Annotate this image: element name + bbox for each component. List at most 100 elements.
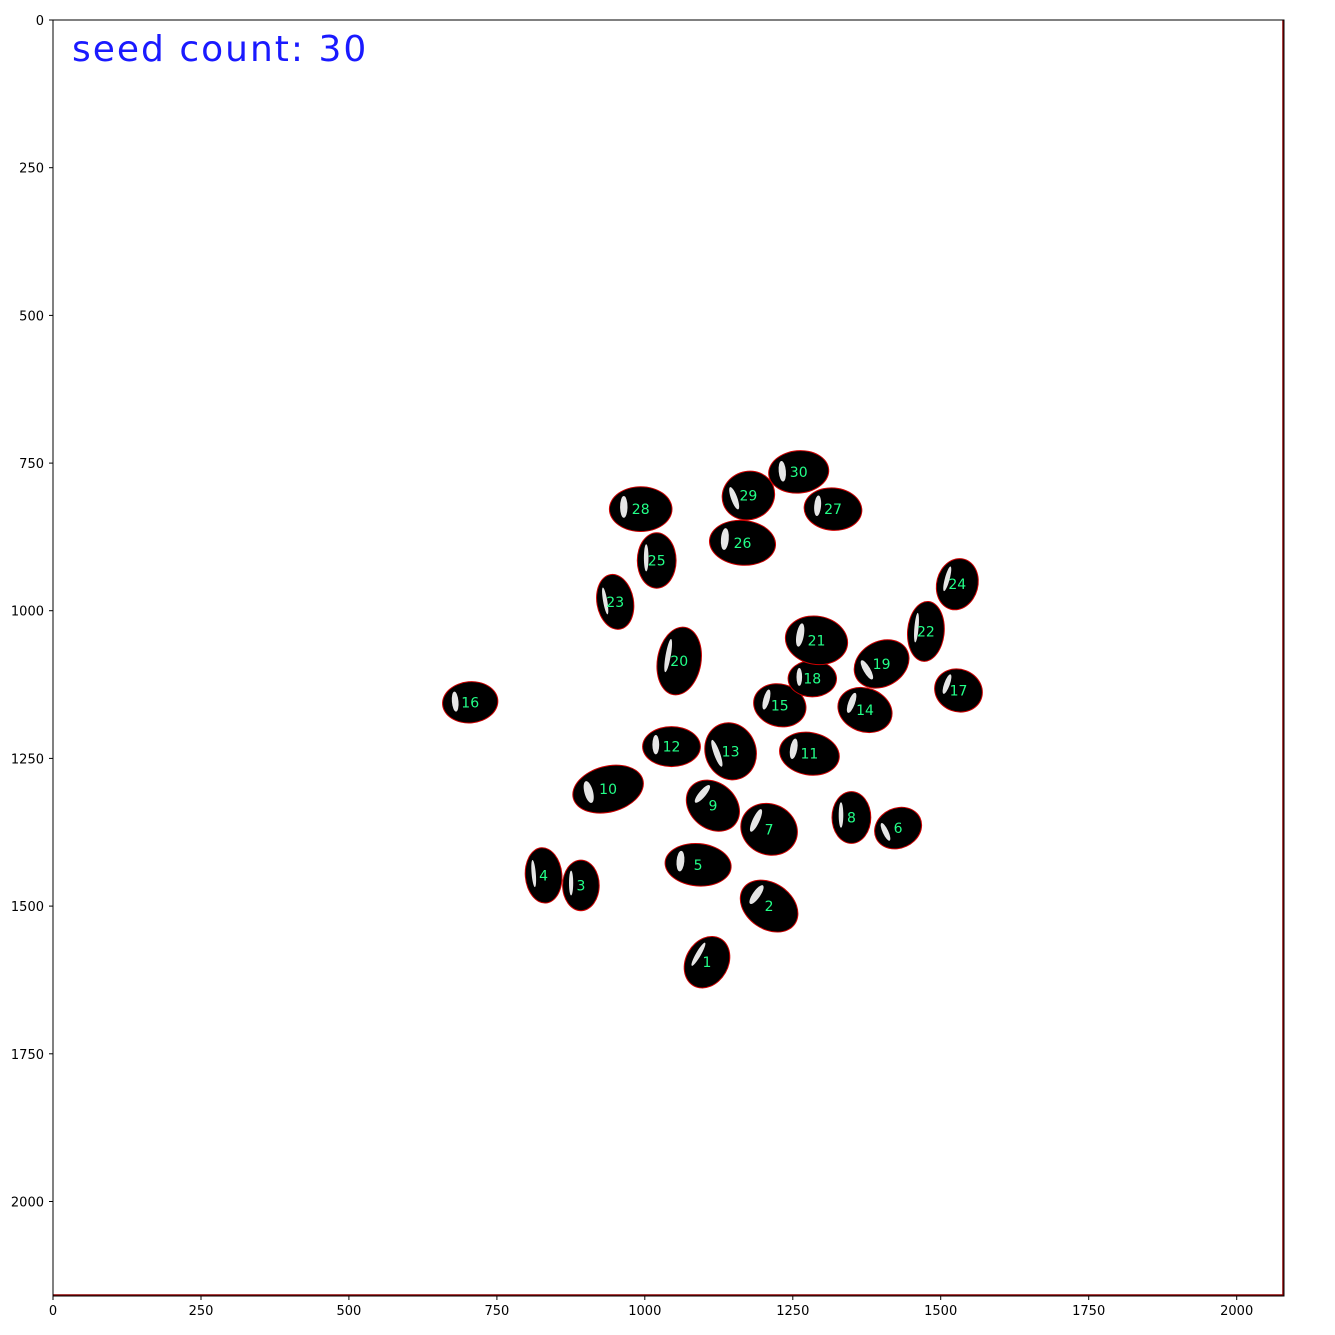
seed-highlight bbox=[602, 587, 609, 615]
y-tick-label: 0 bbox=[36, 14, 44, 29]
seed-label: 22 bbox=[917, 624, 935, 640]
seed-body bbox=[705, 723, 756, 780]
seed-label: 7 bbox=[765, 822, 774, 838]
seed-13 bbox=[704, 722, 757, 781]
seed-label: 30 bbox=[790, 465, 808, 481]
seed-label: 4 bbox=[539, 868, 548, 884]
seed-label: 12 bbox=[663, 740, 681, 756]
seed-label: 17 bbox=[950, 684, 968, 700]
seed-28 bbox=[608, 486, 673, 532]
seed-highlight bbox=[762, 689, 771, 710]
seed-label: 10 bbox=[599, 782, 617, 798]
seed-label: 6 bbox=[894, 821, 903, 837]
seed-label: 2 bbox=[765, 899, 774, 915]
seed-highlight bbox=[838, 802, 844, 828]
y-tick-label: 500 bbox=[19, 309, 44, 324]
seed-12 bbox=[642, 726, 701, 768]
seed-highlight bbox=[531, 860, 537, 888]
seed-9 bbox=[685, 779, 740, 832]
y-tick-label: 250 bbox=[19, 162, 44, 177]
seed-label: 26 bbox=[734, 536, 752, 552]
y-axis-ticks: 0 250 500 750 1000 1250 1500 1750 2000 bbox=[11, 14, 53, 1211]
axes-frame bbox=[52, 19, 1285, 1297]
seed-17 bbox=[934, 668, 983, 713]
seed-highlight bbox=[620, 496, 628, 518]
seed-label: 15 bbox=[771, 698, 789, 714]
seed-18 bbox=[787, 660, 837, 698]
seed-19 bbox=[853, 639, 910, 689]
seed-15 bbox=[753, 683, 807, 728]
seed-body bbox=[769, 451, 829, 493]
seed-body bbox=[597, 574, 634, 629]
seed-highlight bbox=[691, 942, 706, 966]
seed-highlight bbox=[749, 885, 764, 905]
seed-highlight bbox=[749, 809, 763, 832]
seed-highlight bbox=[676, 850, 685, 872]
x-tick-label: 1500 bbox=[924, 1304, 957, 1319]
seed-26 bbox=[708, 519, 777, 566]
seed-label: 8 bbox=[847, 811, 856, 827]
seed-label: 9 bbox=[708, 799, 717, 815]
seed-8 bbox=[831, 791, 872, 844]
seed-count-overlay-text: seed count: 30 bbox=[72, 29, 368, 70]
seed-highlight bbox=[846, 692, 857, 713]
seed-label: 11 bbox=[800, 747, 818, 763]
seed-highlight bbox=[652, 735, 660, 755]
y-tick-label: 1250 bbox=[11, 752, 44, 767]
seed-7 bbox=[740, 802, 798, 856]
x-tick-label: 500 bbox=[336, 1304, 361, 1319]
seed-5 bbox=[664, 842, 732, 887]
seed-2 bbox=[739, 879, 799, 933]
seed-20 bbox=[656, 626, 702, 696]
seed-highlight bbox=[643, 544, 649, 572]
seed-label: 14 bbox=[856, 703, 874, 719]
seed-body bbox=[525, 848, 562, 903]
seed-10 bbox=[572, 764, 644, 814]
x-tick-label: 250 bbox=[189, 1304, 214, 1319]
seed-highlight bbox=[711, 739, 723, 767]
seed-30 bbox=[768, 450, 830, 494]
seed-16 bbox=[442, 681, 499, 724]
seed-11 bbox=[779, 731, 840, 776]
seed-highlight bbox=[914, 612, 919, 643]
seed-highlight bbox=[583, 781, 594, 803]
seed-label: 28 bbox=[632, 502, 650, 518]
seed-27 bbox=[803, 487, 863, 531]
seed-highlight bbox=[942, 674, 952, 694]
y-tick-label: 1000 bbox=[11, 605, 44, 620]
y-tick-label: 2000 bbox=[11, 1196, 44, 1211]
y-tick-label: 1500 bbox=[11, 900, 44, 915]
seed-label: 25 bbox=[648, 554, 666, 570]
seed-layer bbox=[442, 450, 983, 989]
seed-highlight bbox=[814, 495, 822, 517]
seed-highlight bbox=[789, 738, 798, 759]
seed-label: 5 bbox=[694, 858, 703, 874]
seed-label: 1 bbox=[703, 955, 712, 971]
x-tick-label: 750 bbox=[484, 1304, 509, 1319]
x-tick-label: 1250 bbox=[776, 1304, 809, 1319]
seed-label: 23 bbox=[606, 595, 624, 611]
seed-24 bbox=[935, 558, 979, 611]
seed-label: 13 bbox=[722, 744, 740, 760]
seed-label: 3 bbox=[576, 878, 585, 894]
seed-highlight bbox=[729, 487, 740, 510]
seed-label: 29 bbox=[739, 489, 757, 505]
seed-21 bbox=[784, 615, 849, 666]
seed-highlight bbox=[943, 566, 952, 592]
x-tick-label: 2000 bbox=[1220, 1304, 1253, 1319]
seed-label: 24 bbox=[948, 577, 966, 593]
seed-4 bbox=[524, 847, 563, 904]
seed-highlight bbox=[664, 639, 673, 673]
seed-highlight bbox=[795, 623, 805, 647]
x-tick-label: 1750 bbox=[1072, 1304, 1105, 1319]
x-tick-label: 0 bbox=[49, 1304, 57, 1319]
seed-25 bbox=[636, 532, 677, 589]
seed-highlight bbox=[796, 668, 803, 686]
seed-highlight bbox=[694, 785, 711, 803]
seed-1 bbox=[683, 935, 731, 989]
seed-label: 20 bbox=[670, 654, 688, 670]
seed-label: 19 bbox=[873, 657, 891, 673]
